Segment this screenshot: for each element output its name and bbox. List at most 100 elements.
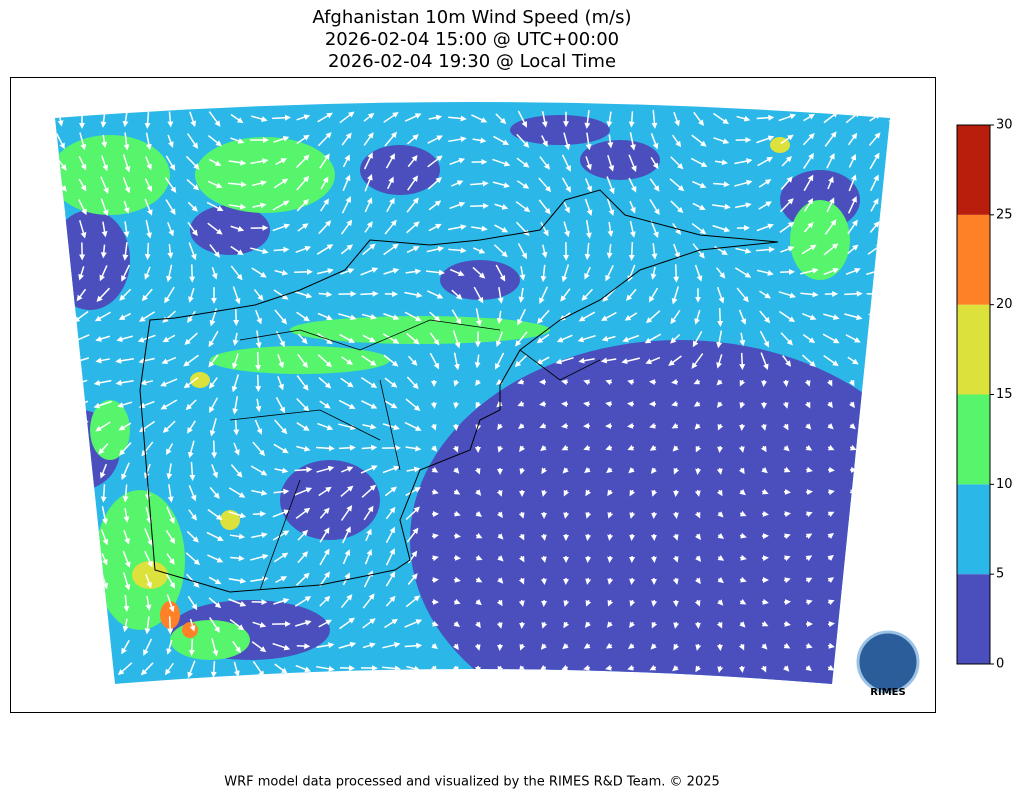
wind-arrow <box>823 243 839 256</box>
wind-arrow <box>117 401 133 408</box>
wind-arrow <box>453 598 461 605</box>
wind-arrow <box>274 467 289 474</box>
wind-arrow <box>210 661 217 678</box>
wind-arrow <box>827 664 835 671</box>
wind-arrow <box>562 643 569 650</box>
wind-arrow <box>79 220 87 239</box>
wind-arrow <box>716 489 723 497</box>
wind-arrow <box>627 264 636 282</box>
wind-arrow <box>650 266 657 280</box>
wind-arrow <box>430 665 437 673</box>
wind-arrow <box>184 332 198 346</box>
wind-arrow <box>673 621 680 629</box>
wind-arrow <box>717 665 724 673</box>
wind-arrow <box>494 224 509 233</box>
wind-arrow <box>717 554 725 561</box>
wind-arrow <box>891 354 901 365</box>
wind-arrow <box>888 245 890 255</box>
wind-arrow <box>339 617 355 630</box>
wind-arrow <box>250 247 269 255</box>
wind-arrow <box>717 577 724 584</box>
wind-arrow <box>385 506 396 520</box>
wind-arrow <box>805 555 813 562</box>
wind-arrow <box>100 176 109 195</box>
wind-arrow <box>404 421 422 431</box>
wind-arrow <box>273 598 290 605</box>
wind-arrow <box>759 290 771 299</box>
wind-arrow <box>759 310 771 324</box>
wind-arrow <box>783 642 791 649</box>
wind-arrow <box>123 594 130 613</box>
wind-arrow <box>668 355 682 366</box>
wind-arrow <box>581 288 594 301</box>
wind-arrow <box>452 665 459 673</box>
wind-arrow <box>121 639 130 655</box>
wind-arrow <box>453 576 461 583</box>
wind-arrow <box>185 155 200 170</box>
wind-arrow <box>57 618 64 633</box>
wind-arrow <box>165 573 176 589</box>
wind-arrow <box>188 485 197 502</box>
wind-arrow <box>253 288 264 301</box>
wind-arrow <box>606 621 613 628</box>
wind-arrow <box>230 137 245 144</box>
wind-arrow <box>232 332 239 347</box>
wind-arrow <box>778 291 797 299</box>
wind-arrow <box>716 354 723 369</box>
wind-arrow <box>78 616 85 635</box>
wind-arrow <box>296 198 310 212</box>
wind-arrow <box>756 135 775 144</box>
wind-arrow <box>782 355 792 367</box>
wind-arrow <box>560 288 571 302</box>
wind-arrow <box>208 354 219 368</box>
wind-arrow <box>451 309 462 325</box>
wind-arrow <box>123 221 130 238</box>
wind-arrow <box>405 487 421 497</box>
wind-arrow <box>296 134 310 145</box>
wind-arrow <box>585 599 592 607</box>
wind-arrow <box>823 354 839 367</box>
wind-arrow <box>296 175 310 191</box>
wind-arrow <box>317 422 334 431</box>
wind-arrow <box>101 506 108 525</box>
wind-arrow <box>556 334 573 343</box>
wind-arrow <box>338 313 357 321</box>
wind-arrow <box>738 467 745 475</box>
wind-arrow <box>869 152 880 170</box>
wind-arrow <box>739 489 746 496</box>
wind-arrow <box>692 202 706 210</box>
wind-arrow <box>761 598 769 605</box>
wind-arrow <box>137 334 156 343</box>
wind-arrow <box>517 308 527 326</box>
wind-arrow <box>273 552 289 563</box>
wind-arrow <box>363 152 373 170</box>
wind-arrow <box>716 286 725 304</box>
wind-arrow <box>252 661 265 678</box>
wind-arrow <box>319 571 330 587</box>
wind-arrow <box>56 222 65 237</box>
wind-arrow <box>450 180 464 187</box>
wind-arrow <box>761 620 769 627</box>
wind-arrow <box>475 532 483 539</box>
wind-arrow <box>406 246 420 254</box>
wind-arrow <box>338 641 357 649</box>
wind-arrow <box>694 599 701 607</box>
wind-arrow <box>761 379 768 387</box>
wind-arrow <box>585 220 592 239</box>
wind-arrow <box>100 484 107 503</box>
wind-arrow <box>605 642 613 649</box>
wind-arrow <box>692 331 703 348</box>
wind-arrow <box>563 221 570 238</box>
footer: WRF model data processed and visualized … <box>224 775 720 790</box>
wind-arrow <box>188 242 197 261</box>
wind-arrow <box>561 379 569 386</box>
wind-arrow <box>100 244 107 259</box>
wind-arrow <box>228 598 247 607</box>
wind-arrow <box>629 511 636 519</box>
wind-arrow <box>320 176 329 190</box>
wind-arrow <box>651 621 658 629</box>
wind-arrow <box>780 246 795 253</box>
wind-arrow <box>144 528 153 547</box>
wind-arrow <box>694 577 701 585</box>
wind-arrow <box>827 533 835 540</box>
